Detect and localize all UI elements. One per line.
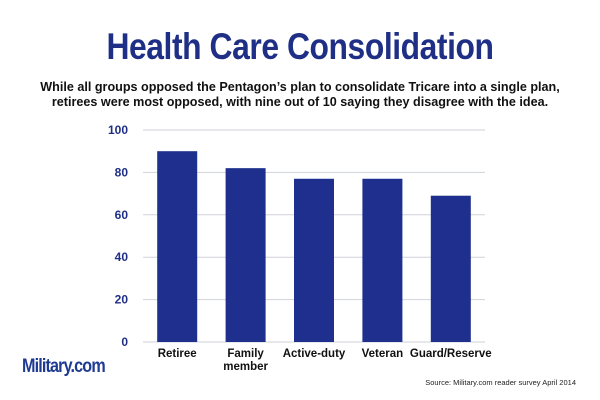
category-label: Active-duty [283,348,346,360]
category-label: Guard/Reserve [410,348,492,360]
bar-family-member [225,168,266,342]
y-tick-labels: 0 20 40 60 80 100 [108,123,128,349]
y-tick-label: 0 [121,335,128,349]
category-label: Retiree [158,348,197,360]
source-note: Source: Military.com reader survey April… [425,378,576,387]
category-label-line: Family [227,348,264,360]
category-label: Veteran [362,348,404,360]
category-label: Family member [223,348,268,373]
subtitle-line-1: While all groups opposed the Pentagon’s … [40,80,560,94]
military-com-logo: Military.com [22,356,106,377]
category-label-line: member [223,361,268,373]
y-tick-label: 20 [115,293,129,307]
chart-title: Health Care Consolidation [106,26,494,67]
category-label-line: Veteran [362,348,404,360]
bar-active-duty [294,178,334,342]
bar-veteran [362,178,403,342]
bar-retiree [157,151,198,342]
category-label-line: Guard/Reserve [410,348,492,360]
bar-guard-reserve [430,195,471,342]
y-tick-label: 60 [115,208,129,222]
chart-subtitle: While all groups opposed the Pentagon’s … [40,80,560,110]
category-label-line: Active-duty [283,348,346,360]
y-tick-label: 100 [108,123,128,137]
category-labels: Retiree Family member Active-duty Veteran Gua… [158,348,492,373]
y-tick-label: 80 [115,165,129,179]
bars [157,151,471,342]
subtitle-line-2: retirees were most opposed, with nine ou… [51,95,549,109]
y-tick-label: 40 [115,250,129,264]
category-label-line: Retiree [158,348,197,360]
